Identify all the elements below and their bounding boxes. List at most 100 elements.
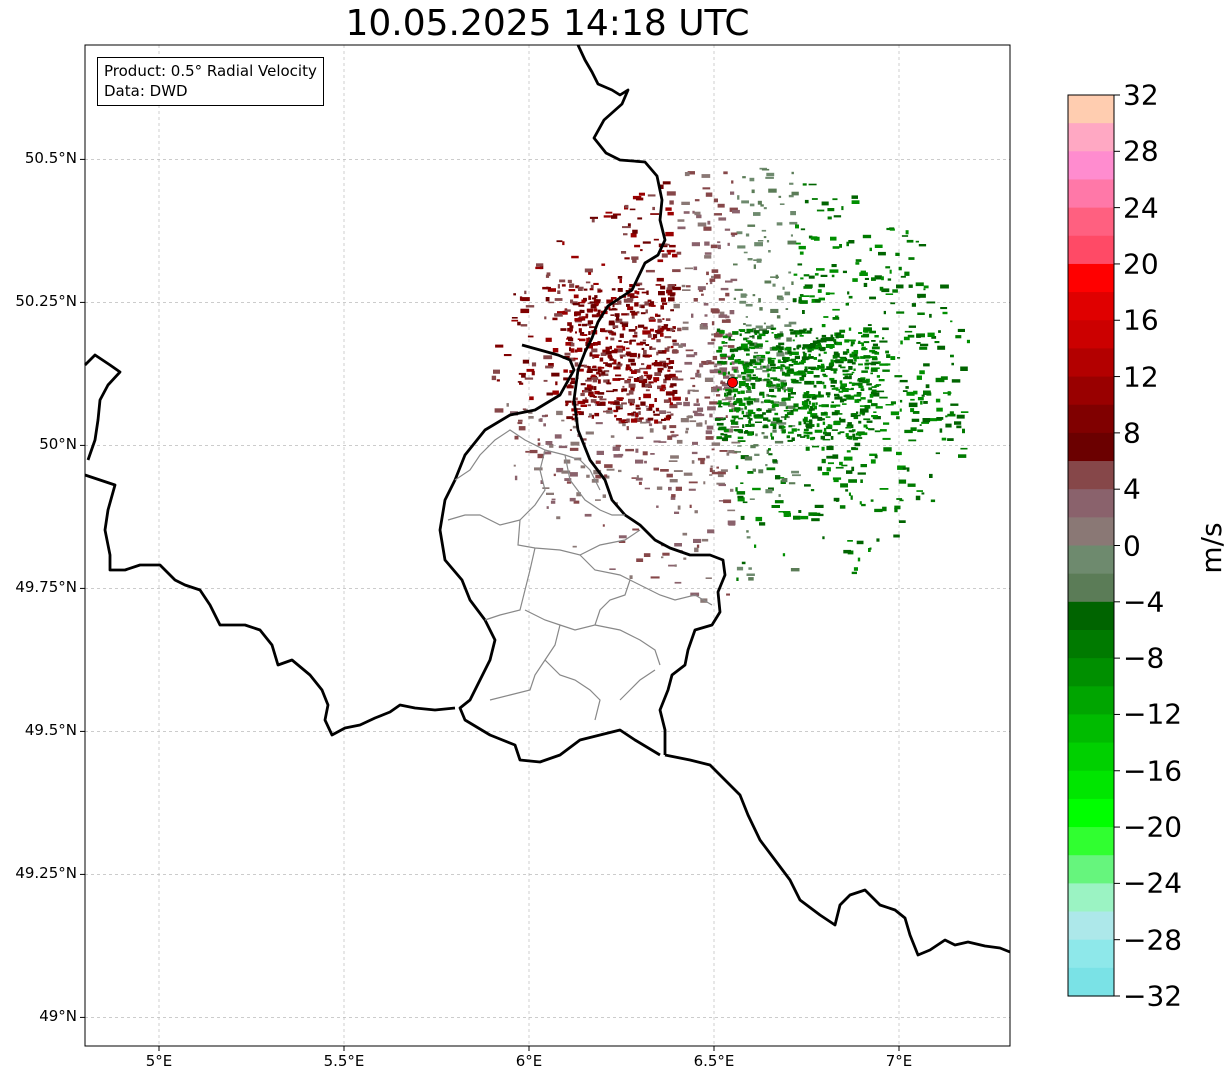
echo-cell <box>591 218 595 223</box>
echo-cell <box>746 536 751 539</box>
echo-cell <box>837 432 841 435</box>
echo-cell <box>906 391 915 396</box>
echo-cell <box>822 381 825 385</box>
echo-cell <box>789 221 798 225</box>
echo-cell <box>904 330 913 333</box>
echo-cell <box>929 473 933 478</box>
echo-cell <box>629 208 636 211</box>
echo-cell <box>677 327 682 332</box>
echo-cell <box>608 356 613 359</box>
echo-cell <box>804 369 808 373</box>
echo-cell <box>599 373 604 377</box>
echo-cell <box>622 419 628 422</box>
echo-cell <box>845 302 849 306</box>
echo-cell <box>768 400 774 403</box>
echo-cell <box>639 376 644 381</box>
echo-cell <box>747 417 751 419</box>
echo-cell <box>635 404 640 408</box>
echo-cell <box>640 421 647 424</box>
echo-cell <box>545 365 554 369</box>
colorbar-tick-label: 8 <box>1123 416 1141 450</box>
echo-cell <box>634 331 638 335</box>
echo-cell <box>938 330 941 333</box>
echo-cell <box>903 336 910 341</box>
echo-cell <box>761 432 765 435</box>
echo-cell <box>585 379 592 382</box>
echo-cell <box>677 219 685 222</box>
echo-cell <box>618 378 625 380</box>
echo-cell <box>704 252 712 255</box>
echo-cell <box>773 401 779 404</box>
echo-cell <box>656 505 659 508</box>
echo-cell <box>693 538 702 543</box>
echo-cell <box>669 402 673 406</box>
echo-cell <box>732 402 737 405</box>
echo-cell <box>803 286 813 289</box>
echo-cell <box>882 506 887 512</box>
echo-cell <box>557 311 564 315</box>
echo-cell <box>594 412 600 417</box>
echo-cell <box>554 313 562 317</box>
echo-cell <box>810 408 815 411</box>
echo-cell <box>743 414 750 418</box>
echo-cell <box>763 365 766 368</box>
echo-cell <box>869 356 878 358</box>
echo-cell <box>626 347 630 350</box>
echo-cell <box>745 233 750 237</box>
echo-cell <box>770 377 778 380</box>
echo-cell <box>616 407 623 410</box>
echo-cell <box>726 452 730 456</box>
echo-cell <box>854 357 857 362</box>
echo-cell <box>755 380 760 382</box>
echo-cell <box>889 228 895 231</box>
echo-cell <box>797 434 800 437</box>
echo-cell <box>787 387 794 389</box>
echo-cell <box>642 330 651 335</box>
echo-cell <box>597 392 605 395</box>
echo-cell <box>725 388 732 392</box>
echo-cell <box>830 359 834 363</box>
echo-cell <box>529 449 538 454</box>
echo-cell <box>832 477 842 480</box>
echo-cell <box>676 402 682 406</box>
echo-cell <box>776 352 785 357</box>
echo-cell <box>652 206 655 211</box>
echo-cell <box>674 543 682 547</box>
echo-cell <box>636 284 640 287</box>
echo-cell <box>747 258 753 261</box>
echo-cell <box>721 383 728 387</box>
echo-cell <box>749 177 755 182</box>
echo-cell <box>890 411 899 416</box>
echo-cell <box>696 398 699 403</box>
echo-cell <box>800 360 806 363</box>
echo-cell <box>609 358 615 361</box>
echo-cell <box>573 302 580 306</box>
echo-cell <box>787 388 793 393</box>
echo-cell <box>671 350 679 354</box>
echo-cell <box>749 359 756 363</box>
echo-cell <box>721 437 728 441</box>
echo-cell <box>594 295 598 299</box>
echo-cell <box>822 421 826 425</box>
echo-cell <box>750 423 755 427</box>
echo-cell <box>728 450 735 454</box>
echo-cell <box>758 328 767 331</box>
echo-cell <box>836 498 839 502</box>
echo-cell <box>851 571 857 575</box>
echo-cell <box>624 257 630 260</box>
echo-cell <box>624 380 631 384</box>
echo-cell <box>789 329 794 332</box>
echo-cell <box>549 444 554 448</box>
echo-cell <box>589 216 598 219</box>
echo-cell <box>556 410 563 416</box>
echo-cell <box>829 366 833 371</box>
echo-cell <box>718 370 722 374</box>
echo-cell <box>788 393 791 397</box>
echo-cell <box>860 397 866 400</box>
echo-cell <box>657 325 661 330</box>
echo-cell <box>672 396 681 401</box>
echo-cell <box>838 390 844 393</box>
echo-cell <box>612 304 615 308</box>
echo-cell <box>545 337 552 342</box>
lat-tick-label: 49°N <box>39 1007 77 1026</box>
